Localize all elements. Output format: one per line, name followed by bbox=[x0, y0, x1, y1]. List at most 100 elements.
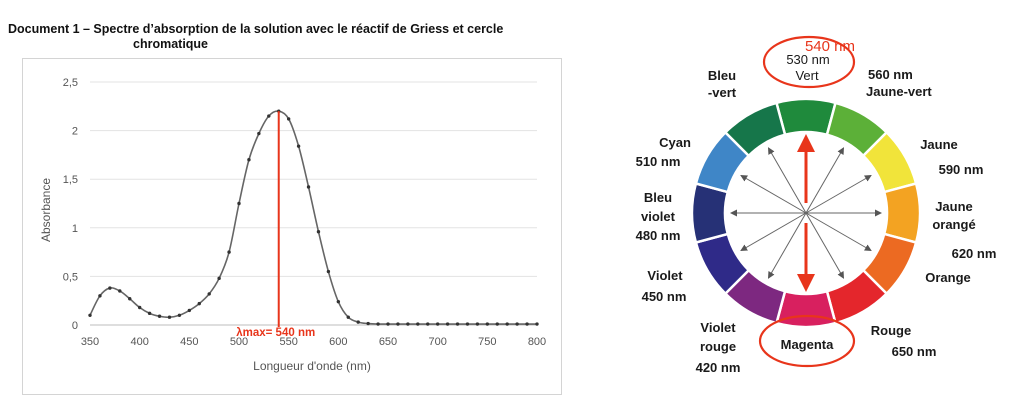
data-point bbox=[177, 313, 182, 317]
data-point bbox=[108, 286, 112, 290]
complementary-arrow bbox=[805, 174, 872, 214]
label-rouge: Rouge bbox=[871, 323, 911, 338]
data-point bbox=[426, 322, 430, 326]
label-vert: Vert bbox=[795, 68, 819, 83]
x-tick-label: 750 bbox=[478, 336, 496, 348]
data-point bbox=[336, 299, 341, 304]
label-violet-rouge-2: rouge bbox=[700, 339, 736, 354]
complementary-arrow bbox=[805, 212, 845, 279]
highlight-ellipse-magenta bbox=[758, 314, 856, 368]
segment-bleu-violet bbox=[690, 181, 730, 245]
label-violet: Violet bbox=[647, 268, 683, 283]
data-point bbox=[416, 322, 420, 326]
complementary-arrow bbox=[740, 174, 807, 214]
color-wheel-segments bbox=[690, 97, 922, 329]
data-point bbox=[396, 322, 400, 326]
data-point bbox=[118, 289, 122, 293]
data-point bbox=[465, 322, 470, 326]
label-jaune-orange-1: Jaune bbox=[935, 199, 973, 214]
label-bleu-violet-2: violet bbox=[641, 209, 676, 224]
data-point bbox=[435, 322, 440, 326]
y-tick-label: 0 bbox=[72, 320, 78, 332]
x-tick-label: 400 bbox=[130, 336, 148, 348]
data-point bbox=[257, 131, 261, 136]
data-point bbox=[227, 250, 231, 254]
data-point bbox=[356, 320, 360, 324]
complementary-arrow bbox=[767, 147, 807, 214]
x-tick-label: 550 bbox=[279, 336, 297, 348]
label-cyan: Cyan bbox=[659, 135, 691, 150]
x-tick-label: 650 bbox=[379, 336, 397, 348]
data-point bbox=[475, 322, 480, 326]
label-rouge-nm: 650 nm bbox=[892, 344, 937, 359]
label-bleu-vert-2: -vert bbox=[708, 85, 737, 100]
label-violet-rouge-1: Violet bbox=[700, 320, 736, 335]
data-point bbox=[455, 322, 460, 326]
x-tick-label: 600 bbox=[329, 336, 347, 348]
x-tick-label: 800 bbox=[528, 336, 546, 348]
highlight-540nm: 540 nm bbox=[805, 38, 855, 55]
complementary-arrow bbox=[805, 212, 872, 252]
document-title-line2: chromatique bbox=[133, 37, 209, 51]
data-point bbox=[346, 315, 350, 319]
x-tick-label: 700 bbox=[428, 336, 446, 348]
data-point bbox=[326, 269, 331, 274]
data-point bbox=[296, 144, 301, 148]
y-tick-label: 2 bbox=[72, 126, 78, 138]
data-point bbox=[495, 322, 499, 326]
x-axis-label: Longueur d'onde (nm) bbox=[253, 359, 371, 373]
complementary-arrow bbox=[805, 147, 845, 214]
complementary-arrow bbox=[767, 212, 807, 279]
data-point bbox=[505, 322, 509, 326]
label-cyan-nm: 510 nm bbox=[636, 154, 681, 169]
data-point bbox=[128, 297, 132, 301]
label-jaune-nm: 590 nm bbox=[939, 162, 984, 177]
data-point bbox=[217, 276, 221, 281]
lambda-max-label: λmax= 540 nm bbox=[236, 327, 315, 339]
segment-jaune-orange bbox=[882, 181, 922, 245]
absorption-chart: 0 0,5 1 1,5 2 2,5 350 400 450 500 550 600 650 700 750… bbox=[39, 77, 546, 373]
color-wheel: 540 nm 530 nm Vert Bleu -vert 560 nm Jau… bbox=[636, 35, 997, 375]
data-point bbox=[237, 201, 241, 206]
data-point bbox=[306, 185, 311, 189]
data-point bbox=[167, 315, 172, 319]
x-tick-label: 500 bbox=[230, 336, 248, 348]
absorption-chart-frame: 0 0,5 1 1,5 2 2,5 350 400 450 500 550 600 650 700 750… bbox=[22, 58, 562, 395]
label-jaune-orange-nm: 620 nm bbox=[952, 246, 997, 261]
y-tick-label: 1 bbox=[72, 223, 78, 235]
label-bleu-violet-nm: 480 nm bbox=[636, 228, 681, 243]
chart-gridlines bbox=[90, 81, 537, 326]
segment-vert bbox=[774, 97, 838, 137]
data-point bbox=[157, 314, 162, 318]
label-bleu-vert-1: Bleu bbox=[708, 68, 736, 83]
y-tick-label: 2,5 bbox=[63, 77, 78, 89]
complementary-arrow bbox=[740, 212, 807, 252]
segment-magenta bbox=[774, 289, 838, 329]
data-point bbox=[366, 321, 370, 326]
data-point bbox=[525, 322, 529, 326]
data-point bbox=[515, 322, 519, 326]
series-markers bbox=[88, 109, 539, 326]
y-tick-labels: 0 0,5 1 1,5 2 2,5 bbox=[63, 77, 78, 332]
label-vert-nm: 530 nm bbox=[786, 52, 829, 67]
data-point bbox=[88, 313, 92, 317]
label-jaune-vert: Jaune-vert bbox=[866, 84, 932, 99]
document-title-line1: Document 1 – Spectre d’absorption de la … bbox=[8, 22, 504, 36]
data-point bbox=[207, 292, 211, 296]
data-point bbox=[445, 322, 450, 326]
data-point bbox=[267, 114, 271, 118]
label-jaune: Jaune bbox=[920, 137, 958, 152]
data-point bbox=[485, 322, 490, 326]
data-point bbox=[98, 294, 102, 298]
absorbance-series-line bbox=[89, 110, 537, 325]
document-title: Document 1 – Spectre d’absorption de la … bbox=[8, 22, 588, 52]
complementary-arrows bbox=[730, 147, 882, 279]
label-bleu-violet-1: Bleu bbox=[644, 190, 672, 205]
label-jaune-orange-2: orangé bbox=[932, 217, 975, 232]
data-point bbox=[376, 322, 380, 326]
x-tick-labels: 350 400 450 500 550 600 650 700 750 800 bbox=[81, 336, 546, 348]
data-point bbox=[247, 158, 251, 162]
label-violet-nm: 450 nm bbox=[642, 289, 687, 304]
x-tick-label: 450 bbox=[180, 336, 198, 348]
label-magenta: Magenta bbox=[781, 337, 835, 352]
